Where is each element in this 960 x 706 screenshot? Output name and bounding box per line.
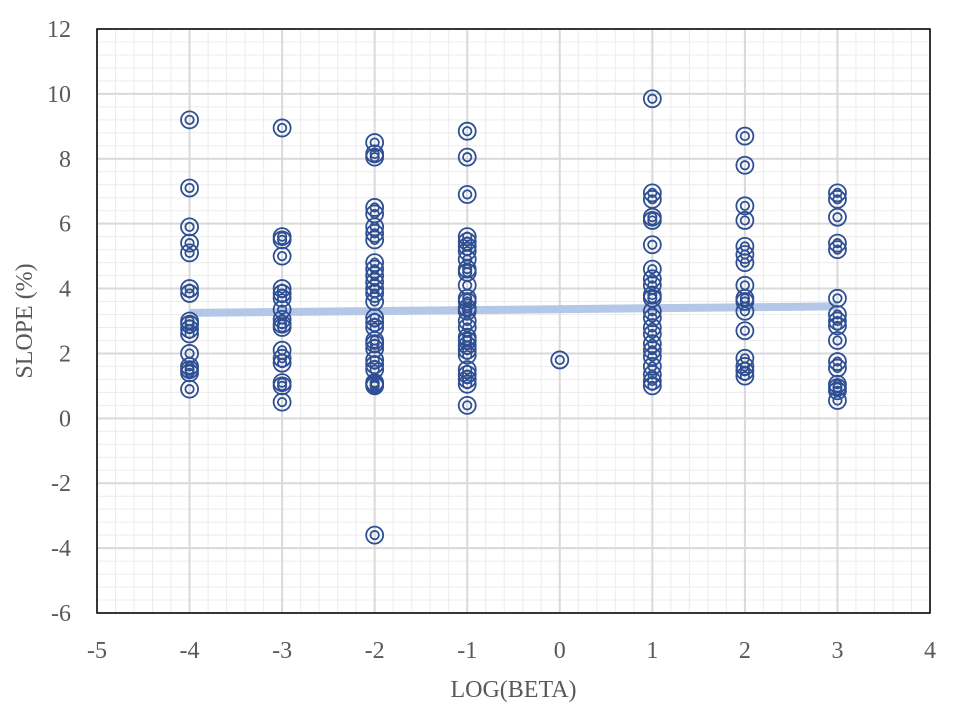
data-point: [828, 391, 847, 410]
data-point: [180, 110, 199, 130]
x-tick-label: -4: [180, 638, 200, 664]
data-point: [735, 196, 755, 216]
y-axis-title: SLOPE (%): [12, 263, 38, 378]
data-point: [457, 185, 477, 204]
data-point: [735, 155, 755, 175]
major-gridlines: [96, 28, 931, 614]
data-point: [828, 331, 847, 350]
data-point: [180, 284, 199, 303]
minor-gridlines: [97, 29, 930, 613]
data-point: [642, 235, 662, 255]
data-point: [735, 126, 755, 146]
x-tick-labels: -5 -4 -3 -2 -1 0 1 2 3 4: [87, 638, 936, 664]
data-point: [457, 147, 477, 167]
x-tick-label: 3: [831, 638, 843, 664]
data-point: [365, 133, 385, 152]
data-point: [828, 381, 847, 401]
x-tick-label: 1: [646, 638, 658, 664]
data-point: [180, 243, 199, 263]
data-point: [365, 147, 385, 167]
trendline: [189, 302, 838, 317]
data-point: [735, 366, 755, 386]
data-point: [550, 350, 570, 370]
x-tick-label: -1: [457, 638, 477, 664]
x-tick-label: 2: [739, 638, 751, 664]
data-point: [735, 253, 755, 273]
y-tick-label: 10: [47, 82, 71, 108]
y-tick-label: -4: [51, 536, 71, 562]
data-point: [365, 376, 385, 396]
x-axis-title: LOG(BETA): [450, 677, 576, 703]
data-point: [457, 395, 477, 415]
data-point: [828, 316, 847, 336]
data-point: [642, 376, 662, 396]
data-point: [272, 246, 292, 266]
data-point: [180, 178, 199, 198]
data-point: [272, 288, 292, 308]
data-point: [735, 292, 755, 311]
data-point: [272, 353, 292, 373]
data-point: [735, 211, 755, 230]
data-point: [642, 211, 662, 230]
data-point: [735, 301, 755, 321]
y-tick-label: 6: [59, 212, 71, 238]
data-point: [365, 230, 385, 250]
x-tick-label: -2: [365, 638, 385, 664]
y-tick-label: -2: [51, 471, 71, 497]
data-point: [828, 207, 847, 227]
data-point: [180, 233, 199, 253]
plot-frame: [96, 28, 931, 614]
x-tick-label: 0: [554, 638, 566, 664]
x-tick-label: -5: [87, 638, 107, 664]
data-point: [272, 392, 292, 412]
y-tick-label: 0: [59, 406, 71, 432]
y-tick-label: -6: [51, 601, 71, 627]
y-tick-label: 12: [47, 17, 71, 43]
data-point: [272, 118, 292, 138]
data-point: [735, 321, 755, 341]
data-point: [272, 318, 292, 337]
data-point: [365, 525, 385, 545]
data-point: [457, 345, 477, 365]
data-point: [180, 379, 199, 399]
data-point: [457, 121, 477, 141]
x-tick-label: 4: [924, 638, 936, 664]
y-tick-label: 2: [59, 341, 71, 367]
data-point: [180, 324, 199, 344]
x-tick-label: -3: [272, 638, 292, 664]
y-tick-labels: -6 -4 -2 0 2 4 6 8 10 12: [47, 17, 71, 627]
data-point: [642, 89, 662, 109]
y-tick-label: 4: [59, 277, 71, 303]
y-tick-label: 8: [59, 147, 71, 173]
trendline-layer: [189, 302, 838, 317]
data-point: [828, 240, 847, 260]
data-points: [180, 89, 847, 545]
data-point: [457, 374, 477, 394]
